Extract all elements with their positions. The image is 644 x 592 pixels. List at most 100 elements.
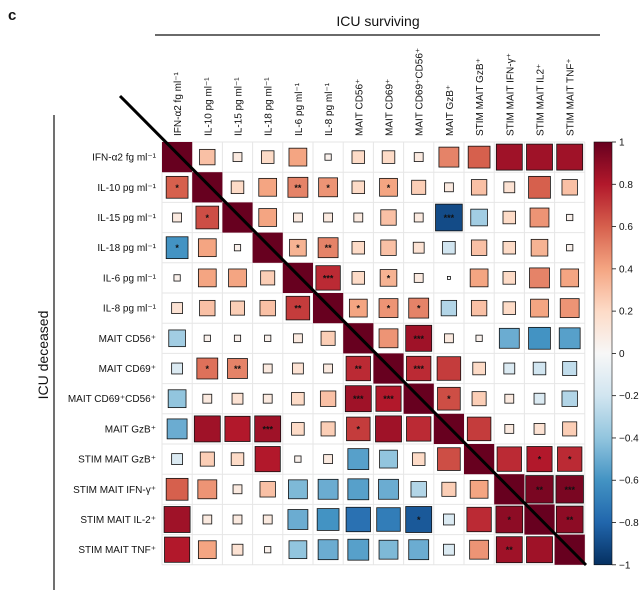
- correlation-cell: [412, 241, 425, 254]
- correlation-cell: [197, 479, 218, 500]
- correlation-cell: [294, 455, 302, 463]
- correlation-cell: [378, 478, 399, 500]
- correlation-cell: [502, 301, 517, 315]
- row-label: STIM MAIT IFN-γ⁺: [73, 485, 156, 496]
- correlation-cell: [405, 324, 433, 352]
- correlation-cell: [470, 208, 488, 227]
- correlation-cell: [260, 150, 275, 164]
- correlation-cell: [555, 505, 584, 534]
- correlation-cell: [351, 150, 366, 164]
- correlation-cell: [166, 418, 188, 440]
- correlation-cell: [467, 145, 491, 169]
- correlation-cell: [503, 181, 516, 194]
- correlation-cell: [530, 238, 549, 257]
- significance-mark: *: [357, 304, 361, 314]
- correlation-cell: [529, 207, 550, 228]
- significance-mark: *: [206, 364, 210, 374]
- row-label: MAIT CD56⁺: [99, 334, 156, 345]
- correlation-cell: [167, 389, 187, 409]
- correlation-cell: [566, 244, 574, 252]
- correlation-cell: [406, 355, 432, 382]
- diagonal-cell: [343, 323, 374, 354]
- significance-mark: *: [206, 213, 210, 223]
- correlation-cell: [442, 240, 456, 255]
- correlation-cell: [411, 179, 427, 195]
- column-label: STIM MAIT IFN-γ⁺: [505, 53, 516, 136]
- correlation-cell: [230, 300, 245, 316]
- correlation-cell: [408, 539, 430, 561]
- correlation-cell: [556, 143, 584, 171]
- correlation-cell: [558, 327, 581, 350]
- correlation-cell: [437, 386, 461, 411]
- colorbar-tick-label: 0.8: [619, 180, 633, 191]
- column-label: IL-18 pg ml⁻¹: [264, 77, 275, 136]
- correlation-cell: [195, 205, 220, 230]
- correlation-cell: [172, 212, 182, 223]
- correlation-cell: [199, 451, 215, 467]
- colorbar-tick-label: −0.6: [619, 476, 639, 487]
- correlation-cell: [351, 240, 366, 255]
- correlation-cell: [502, 271, 517, 285]
- correlation-cell: [231, 543, 244, 556]
- diagonal-cell: [373, 353, 404, 384]
- colorbar-tick-label: 1: [619, 138, 625, 149]
- correlation-cell: [320, 330, 336, 346]
- correlation-cell: [171, 453, 183, 465]
- correlation-cell: [502, 240, 517, 255]
- diagonal-line: [118, 94, 588, 567]
- correlation-cell: [197, 268, 217, 288]
- column-label: IL-10 pg ml⁻¹: [203, 77, 214, 136]
- correlation-cell: [532, 361, 547, 376]
- correlation-cell: [323, 212, 333, 223]
- colorbar-tick-label: 0: [619, 349, 625, 360]
- correlation-cell: [347, 448, 370, 470]
- correlation-cell: [504, 393, 515, 404]
- correlation-cell: [254, 446, 281, 473]
- correlation-cell: [435, 203, 463, 232]
- correlation-cell: [262, 393, 273, 404]
- correlation-cell: [288, 540, 308, 560]
- correlation-cell: [345, 506, 371, 533]
- correlation-cell: [526, 446, 553, 473]
- correlation-cell: [348, 298, 368, 318]
- colorbar-tick-label: −0.4: [619, 433, 639, 444]
- correlation-cell: [264, 546, 272, 554]
- correlation-cell: [469, 539, 489, 560]
- significance-mark: *: [417, 515, 421, 525]
- correlation-cell: [232, 514, 243, 525]
- correlation-cell: [233, 334, 242, 342]
- correlation-cell: [317, 539, 339, 561]
- correlation-cell: [323, 363, 333, 374]
- correlation-cell: [230, 452, 245, 466]
- diagonal-cell: [192, 172, 223, 203]
- correlation-cell: [495, 505, 524, 534]
- correlation-cell: [323, 454, 333, 464]
- colorbar-tick-label: −0.8: [619, 518, 639, 529]
- correlation-cell: [165, 175, 189, 199]
- diagonal-cell: [282, 262, 313, 293]
- significance-mark: **: [536, 485, 544, 495]
- significance-mark: ***: [564, 485, 575, 495]
- correlation-cell: [470, 239, 488, 256]
- significance-mark: ***: [323, 273, 334, 283]
- significance-mark: ***: [262, 424, 273, 434]
- significance-mark: *: [538, 455, 542, 465]
- correlation-cell: [526, 536, 553, 564]
- correlation-cell: [438, 146, 460, 168]
- correlation-cell: [378, 298, 399, 318]
- correlation-cell: [317, 478, 339, 500]
- correlation-cell: [495, 536, 523, 564]
- correlation-cell: [292, 362, 304, 375]
- correlation-cell: [413, 152, 424, 162]
- correlation-cell: [410, 481, 427, 498]
- correlation-cell: [289, 238, 307, 257]
- correlation-cell: [315, 265, 341, 291]
- correlation-cell: [444, 182, 454, 193]
- colorbar-tick-label: 0.6: [619, 222, 633, 233]
- correlation-cell: [318, 177, 338, 198]
- correlation-cell: [378, 328, 399, 349]
- correlation-cell: [288, 479, 308, 500]
- significance-mark: *: [447, 394, 451, 404]
- correlation-cell: [379, 449, 398, 469]
- row-label: IL-18 pg ml⁻¹: [97, 243, 156, 254]
